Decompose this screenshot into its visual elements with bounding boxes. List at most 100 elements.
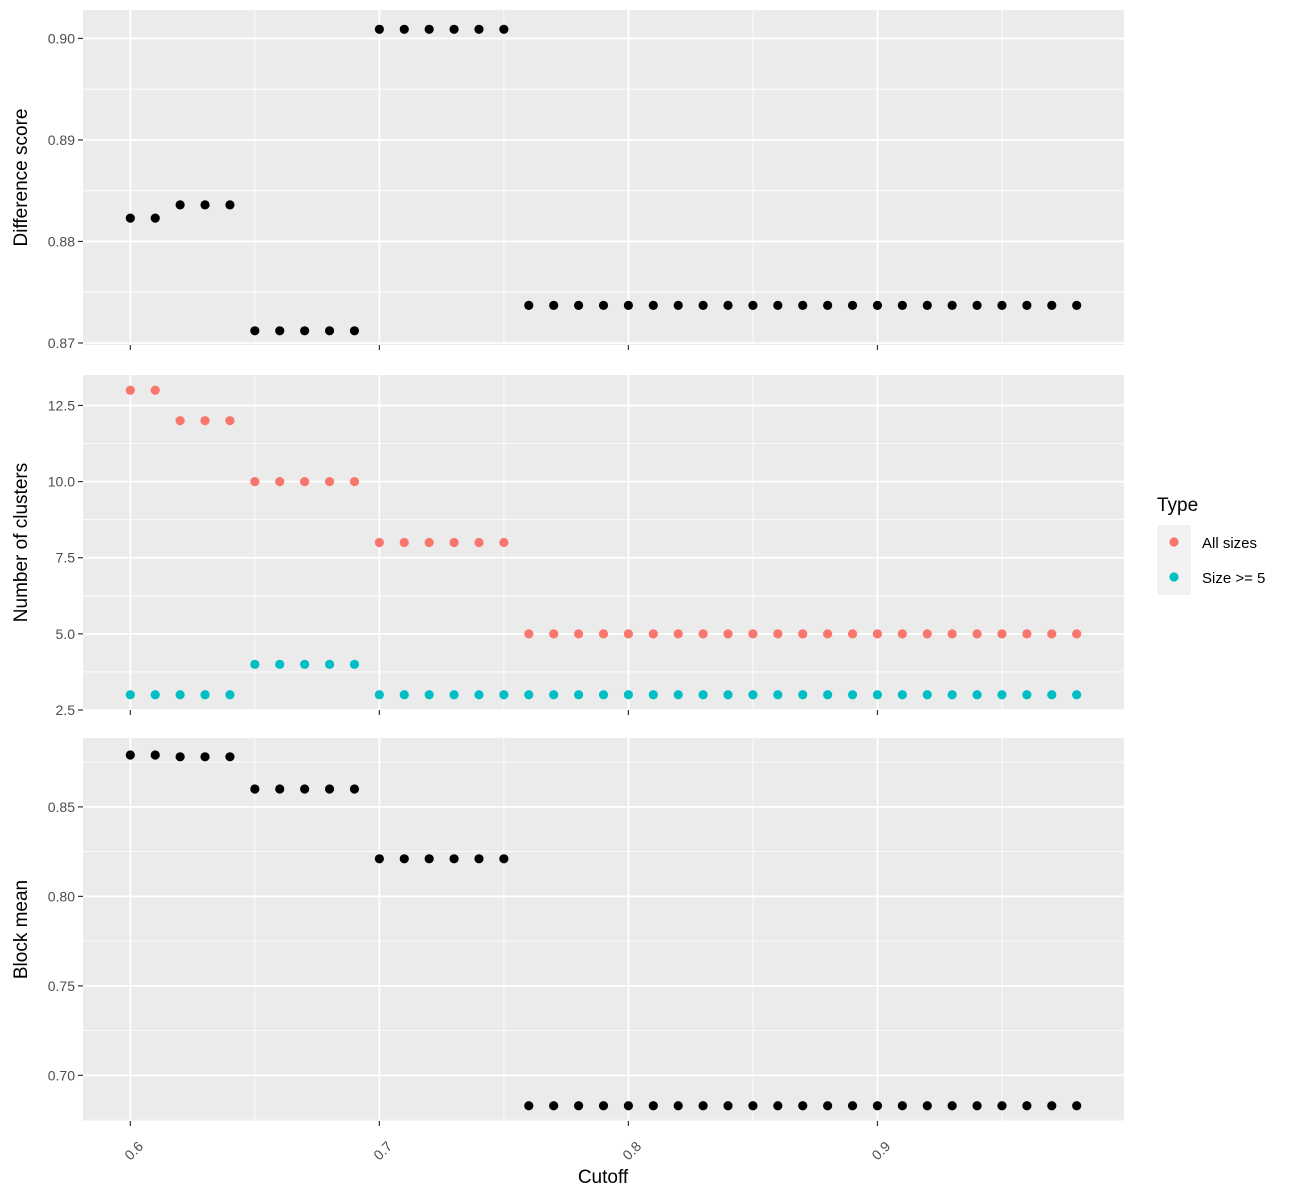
data-point <box>623 690 634 700</box>
data-point <box>275 476 285 487</box>
data-point <box>1022 300 1032 311</box>
data-point <box>823 1101 833 1111</box>
data-point <box>673 300 683 311</box>
data-point <box>225 752 235 762</box>
data-point <box>125 750 135 760</box>
data-point <box>748 1101 758 1111</box>
data-point <box>250 784 260 794</box>
y-tick-label: 0.75 <box>48 978 75 994</box>
data-point <box>449 854 459 864</box>
y-tick-label: 0.80 <box>48 888 75 904</box>
data-point <box>374 24 384 34</box>
data-point <box>573 300 584 311</box>
data-point <box>773 1101 783 1111</box>
data-point <box>524 1101 534 1111</box>
data-point <box>424 537 434 548</box>
data-point <box>598 300 609 311</box>
x-axis-title: Cutoff <box>578 1167 629 1188</box>
x-axis: 0.6 0.7 0.8 0.9 <box>121 1121 893 1163</box>
data-point <box>872 1101 883 1111</box>
data-point <box>947 690 957 700</box>
data-point <box>125 385 135 395</box>
data-point <box>972 300 982 311</box>
data-point <box>1022 690 1032 700</box>
data-point <box>947 629 957 639</box>
data-point <box>225 416 235 426</box>
data-point <box>225 690 235 700</box>
gridlines <box>83 10 1124 345</box>
data-point <box>623 300 634 311</box>
data-point <box>349 326 360 336</box>
data-point <box>997 629 1007 639</box>
data-point <box>972 629 982 639</box>
x-tick-label: 0.8 <box>619 1138 644 1163</box>
data-point <box>324 784 335 794</box>
data-point <box>150 213 160 223</box>
data-point <box>399 537 409 548</box>
data-point <box>549 1101 559 1111</box>
data-point <box>598 629 609 639</box>
data-point <box>499 854 509 864</box>
data-point <box>573 1101 584 1111</box>
data-point <box>175 690 185 700</box>
data-point <box>573 690 584 700</box>
data-point <box>847 1101 858 1111</box>
data-point <box>897 300 907 311</box>
data-point <box>1072 629 1082 639</box>
data-point <box>150 690 160 700</box>
data-point <box>723 300 733 311</box>
data-point <box>872 629 883 639</box>
data-point <box>424 24 434 34</box>
data-point <box>947 300 957 311</box>
data-point <box>673 690 683 700</box>
data-point <box>250 326 260 336</box>
data-point <box>823 300 833 311</box>
y-axis-title: Difference score <box>11 109 32 247</box>
data-point <box>549 690 559 700</box>
panel-1: 0.87 0.88 0.89 0.90 Difference score <box>11 10 1124 351</box>
data-point <box>1072 300 1082 311</box>
data-point <box>698 629 708 639</box>
data-point <box>399 690 409 700</box>
data-point <box>399 854 409 864</box>
data-point <box>374 854 384 864</box>
data-point <box>1047 1101 1057 1111</box>
y-tick-label: 0.90 <box>48 30 75 46</box>
data-point <box>1072 690 1082 700</box>
y-tick-label: 12.5 <box>48 397 75 413</box>
data-point <box>648 1101 658 1111</box>
data-point <box>847 629 858 639</box>
data-point <box>847 690 858 700</box>
data-point <box>200 752 210 762</box>
data-point <box>300 784 310 794</box>
data-point <box>723 690 733 700</box>
data-point <box>275 784 285 794</box>
panel-background <box>83 10 1124 345</box>
y-tick-label: 0.89 <box>48 132 75 148</box>
panels-layer: 0.87 0.88 0.89 0.90 Difference score 2.5 5.0 7.… <box>11 10 1124 1121</box>
data-point <box>673 1101 683 1111</box>
data-point <box>773 629 783 639</box>
data-point <box>773 300 783 311</box>
data-point <box>549 300 559 311</box>
data-point <box>150 750 160 760</box>
data-point <box>250 659 260 669</box>
data-point <box>524 300 534 311</box>
y-tick-label: 0.87 <box>48 335 75 351</box>
panel-background <box>83 375 1124 710</box>
y-tick-label: 5.0 <box>56 626 76 642</box>
data-point <box>698 1101 708 1111</box>
legend-marker <box>1169 537 1179 547</box>
data-point <box>872 690 883 700</box>
data-point <box>723 1101 733 1111</box>
data-point <box>324 476 335 487</box>
data-point <box>499 537 509 548</box>
data-point <box>997 300 1007 311</box>
data-point <box>1047 300 1057 311</box>
data-point <box>1022 1101 1032 1111</box>
y-axis-title: Number of clusters <box>11 463 32 622</box>
data-point <box>424 854 434 864</box>
y-tick-label: 0.85 <box>48 799 75 815</box>
data-point <box>324 659 335 669</box>
data-point <box>673 629 683 639</box>
